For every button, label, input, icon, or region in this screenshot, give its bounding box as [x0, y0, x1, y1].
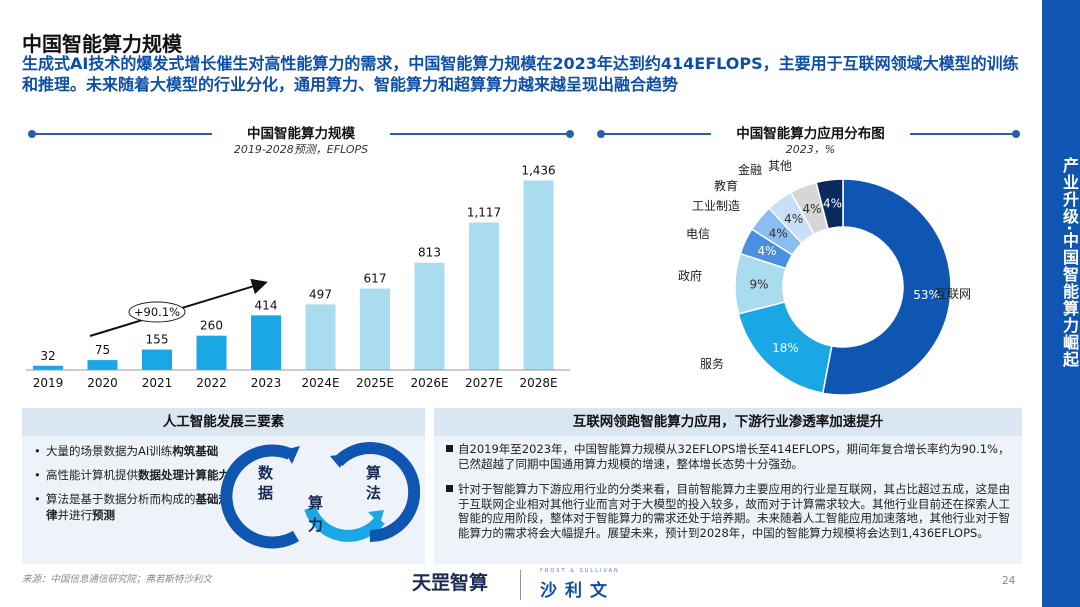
side-banner-label: 产业升级·中国智能算力崛起: [1060, 157, 1079, 369]
bar-2022: [196, 335, 227, 370]
three-factors-diagram: 数 据 算 力 算 法: [220, 442, 420, 549]
x-tick-label: 2025E: [356, 376, 394, 390]
cycle-arrow-c: [333, 442, 420, 543]
arrow-head-icon: [368, 510, 384, 524]
section-line: [390, 133, 570, 135]
bar-2023: [251, 315, 281, 370]
pie-category-label: 工业制造: [692, 199, 740, 213]
cycle-label-compute: 算: [308, 494, 323, 512]
bar-value-label: 813: [418, 246, 441, 260]
cycle-label-compute: 力: [308, 516, 323, 534]
pie-value-label: 4%: [757, 244, 776, 258]
bar-value-label: 155: [146, 333, 169, 347]
bar-value-label: 497: [309, 287, 332, 301]
bar-chart-title: 中国智能算力规模: [247, 126, 355, 142]
cagr-badge: [128, 301, 186, 323]
cycle-label-data: 数: [258, 464, 274, 482]
x-tick-label: 2028E: [519, 376, 557, 390]
bullet-square-icon: [446, 445, 453, 452]
arrow-head-icon: [284, 446, 300, 464]
page-number: 24: [1002, 575, 1016, 587]
cycle-label-algorithm: 算: [366, 464, 381, 482]
bar-chart: 32 2019 75 2020 155 2021 260 2022 414 2023 497 2024…: [26, 163, 570, 390]
bar-2021: [142, 349, 172, 370]
side-banner: [1042, 0, 1080, 607]
x-tick-label: 2024E: [301, 376, 339, 390]
bar-2019: [33, 365, 63, 370]
arrow-head-icon: [330, 454, 346, 468]
list-item: 算法是基于数据分析而构成的基础规律并进行预测: [34, 491, 234, 523]
cycle-arrow-b: [304, 505, 385, 542]
pie-value-label: 53%: [913, 288, 940, 302]
pie-category-label: 互联网: [935, 287, 971, 301]
bullet-square-icon: [446, 485, 453, 492]
paragraph-application: 针对于智能算力下游应用行业的分类来看，目前智能算力主要应用的行业是互联网，其占比…: [446, 482, 1014, 540]
pie-value-label: 4%: [803, 202, 822, 216]
pie-slice-其他: [815, 178, 844, 230]
bar-value-label: 1,436: [521, 163, 555, 177]
x-tick-label: 2027E: [465, 376, 503, 390]
section-dot: [566, 130, 574, 138]
pie-value-label: 4%: [784, 212, 803, 226]
pie-value-label: 18%: [772, 341, 799, 355]
bar-2025E: [360, 288, 390, 370]
source-note: 来源：中国信息通信研究院；弗若斯特沙利文: [22, 574, 213, 585]
pie-value-label: 9%: [750, 277, 769, 291]
x-tick-label: 2020: [87, 376, 118, 390]
pie-value-label: 4%: [823, 197, 842, 211]
bar-value-label: 1,117: [467, 206, 501, 220]
bar-2026E: [414, 262, 445, 370]
bar-value-label: 75: [95, 343, 110, 357]
bar-value-label: 32: [40, 349, 55, 363]
pie-chart-title: 中国智能算力应用分布图: [736, 126, 885, 142]
x-tick-label: 2026E: [410, 376, 448, 390]
pie-chart-subtitle: 2023，%: [785, 143, 836, 156]
frost-sullivan-logo: 沙利文: [540, 581, 615, 601]
bar-2027E: [469, 222, 499, 370]
frost-sullivan-wordmark: FROST & SULLIVAN: [540, 568, 620, 574]
page-title: 中国智能算力规模: [22, 32, 182, 56]
bar-value-label: 260: [200, 319, 223, 333]
x-tick-label: 2021: [142, 376, 173, 390]
left-panel-header: 人工智能发展三要素: [22, 408, 425, 436]
cycle-label-algorithm: 法: [366, 484, 381, 502]
paragraph-growth: 自2019年至2023年，中国智能算力规模从32EFLOPS增长至414EFLO…: [446, 442, 1014, 471]
bar-value-label: 617: [364, 272, 387, 286]
x-tick-label: 2023: [251, 376, 282, 390]
list-item: 大量的场景数据为AI训练构筑基础: [34, 443, 234, 459]
bar-2020: [87, 360, 118, 370]
bar-2028E: [523, 180, 554, 370]
bar-chart-subtitle: 2019-2028预测，EFLOPS: [233, 143, 369, 156]
pie-value-label: 4%: [769, 226, 788, 240]
tiangang-logo: 天罡智算: [412, 572, 489, 594]
bar-value-label: 414: [255, 298, 278, 312]
factor-list: 大量的场景数据为AI训练构筑基础 高性能计算机提供数据处理计算能力 算法是基于数…: [34, 443, 234, 531]
cycle-arrow-a: [220, 444, 300, 549]
x-tick-label: 2022: [196, 376, 227, 390]
pie-category-label: 政府: [678, 268, 702, 283]
section-line: [32, 133, 212, 135]
x-tick-label: 2019: [33, 376, 64, 390]
logo-divider: [520, 570, 521, 600]
pie-category-label: 电信: [686, 227, 710, 241]
section-line: [910, 133, 1015, 135]
page-subtitle: 生成式AI技术的爆发式增长催生对高性能算力的需求，中国智能算力规模在2023年达…: [22, 54, 1019, 94]
right-panel-header: 互联网领跑智能算力应用，下游行业渗透率加速提升: [434, 408, 1022, 436]
right-panel: [434, 436, 1022, 564]
pie-slice-互联网: [821, 178, 952, 395]
cagr-label: +90.1%: [134, 305, 180, 319]
section-dot: [1012, 130, 1020, 138]
pie-category-label: 教育: [714, 178, 738, 193]
pie-chart: 53%互联网 18% 服务 9% 政府 4% 电信 4% 工业制造 4% 教育 4% 金融 4% 其他: [678, 159, 971, 395]
bar-2024E: [305, 304, 336, 370]
cycle-label-data: 据: [258, 484, 273, 502]
pie-category-label: 其他: [768, 159, 792, 173]
pie-category-label: 服务: [700, 356, 724, 371]
section-line: [601, 133, 711, 135]
list-item: 高性能计算机提供数据处理计算能力: [34, 467, 234, 483]
pie-category-label: 金融: [738, 162, 762, 177]
